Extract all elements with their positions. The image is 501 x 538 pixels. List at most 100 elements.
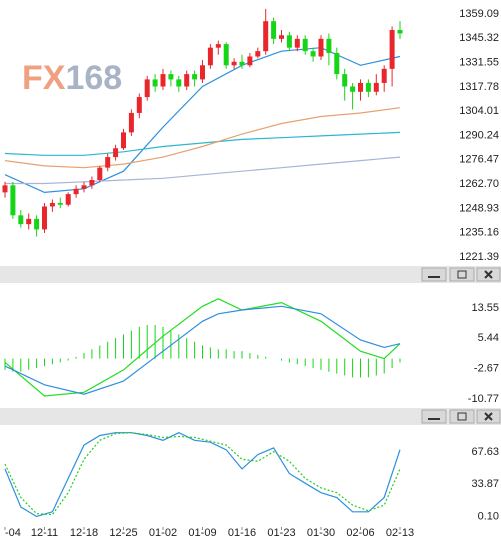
y-tick-label: 1235.16 [459, 227, 499, 239]
candle-body [18, 215, 24, 225]
panel-separator [0, 266, 501, 283]
x-tick-label: 12-18 [70, 527, 98, 538]
y-tick-label: 1262.70 [459, 178, 499, 190]
x-tick-label: 01-16 [228, 527, 256, 538]
x-tick-label: 12-25 [109, 527, 137, 538]
y-tick-label: 13.55 [471, 302, 499, 314]
panel-separator [0, 408, 501, 425]
candle-body [97, 167, 103, 181]
panel-bar [0, 408, 501, 425]
icon [457, 412, 467, 421]
y-tick-label: 1248.93 [459, 202, 499, 214]
y-tick-label: -10.77 [468, 393, 499, 405]
candle-body [263, 21, 269, 52]
x-tick-label: 02-06 [346, 527, 374, 538]
candle-body [57, 202, 63, 205]
candle-body [365, 82, 371, 92]
candle-body [160, 74, 166, 87]
candle-body [397, 30, 403, 34]
candle-body [113, 148, 119, 158]
candle-body [215, 44, 221, 48]
candle-body [207, 47, 213, 66]
candle-body [73, 188, 79, 195]
x-tick-label: 01-09 [188, 527, 216, 538]
candle-body [10, 185, 16, 216]
candle-body [81, 185, 87, 189]
maximize-button[interactable] [449, 267, 475, 282]
x-tick-label: 12-11 [31, 527, 58, 538]
line [4, 131, 401, 156]
candle-body [42, 206, 47, 230]
candle-body [342, 74, 348, 87]
candle-body [176, 79, 182, 87]
minimize-button[interactable] [421, 409, 447, 424]
candle-body [49, 202, 55, 207]
candle-body [128, 112, 134, 133]
candle-body [231, 61, 237, 66]
candle-body [318, 38, 324, 57]
candle-body [192, 74, 198, 80]
line [4, 305, 401, 395]
candle-body [255, 51, 261, 57]
candle-body [26, 218, 32, 225]
line [4, 47, 401, 194]
watermark-fx: FX [22, 59, 66, 97]
line [4, 107, 401, 169]
y-tick-label: 1359.09 [459, 8, 499, 20]
candle-body [200, 65, 205, 80]
y-tick-label: 1221.39 [459, 251, 499, 263]
candle-body [302, 38, 308, 52]
candle-body [223, 44, 229, 66]
y-tick-label: 1276.47 [459, 154, 499, 166]
line [5, 156, 401, 185]
watermark-num: 168 [65, 59, 122, 97]
x-tick-label: 01-02 [149, 527, 177, 538]
candle-body [271, 21, 277, 39]
candle-body [152, 79, 158, 87]
watermark: FX168 [22, 59, 122, 97]
y-tick-label: -2.67 [474, 363, 499, 375]
candle-body [144, 79, 150, 98]
candle-body [89, 180, 95, 186]
candle-body [105, 157, 111, 168]
y-tick-label: 1317.78 [459, 81, 499, 93]
candle-body [279, 35, 284, 39]
candle-body [326, 38, 332, 53]
y-tick-label: 1331.55 [459, 56, 499, 68]
y-tick-label: 5.44 [478, 332, 499, 344]
candle-body [294, 38, 300, 48]
candle-body [168, 74, 174, 80]
candle-body [136, 97, 142, 113]
y-tick-label: 67.63 [471, 446, 499, 458]
y-tick-label: 1290.24 [459, 129, 499, 141]
candle-body [34, 218, 40, 230]
candle-body [247, 56, 253, 66]
maximize-button[interactable] [449, 409, 475, 424]
icon [484, 270, 493, 279]
candle-body [239, 61, 245, 66]
x-tick-label: 02-13 [386, 527, 414, 538]
candle-body [65, 194, 71, 205]
line [4, 298, 401, 397]
candle-body [286, 35, 292, 48]
y-tick-label: 33.87 [471, 478, 499, 490]
candle-body [2, 185, 8, 193]
candle-body [389, 30, 395, 69]
line [4, 432, 401, 518]
candle-body [184, 74, 190, 87]
candle-body [373, 82, 379, 92]
candle-body [121, 132, 126, 149]
y-tick-label: 1345.32 [459, 32, 499, 44]
y-tick-label: 1304.01 [459, 105, 499, 117]
x-tick-label: -04 [5, 527, 21, 538]
x-tick-label: 01-30 [307, 527, 335, 538]
icon [457, 270, 467, 279]
icon [484, 412, 493, 421]
candle-body [381, 68, 387, 83]
y-tick-label: 0.10 [478, 510, 499, 522]
minimize-button[interactable] [421, 267, 447, 282]
panel-bar [0, 266, 501, 283]
line [4, 432, 401, 516]
candle-body [358, 82, 363, 92]
